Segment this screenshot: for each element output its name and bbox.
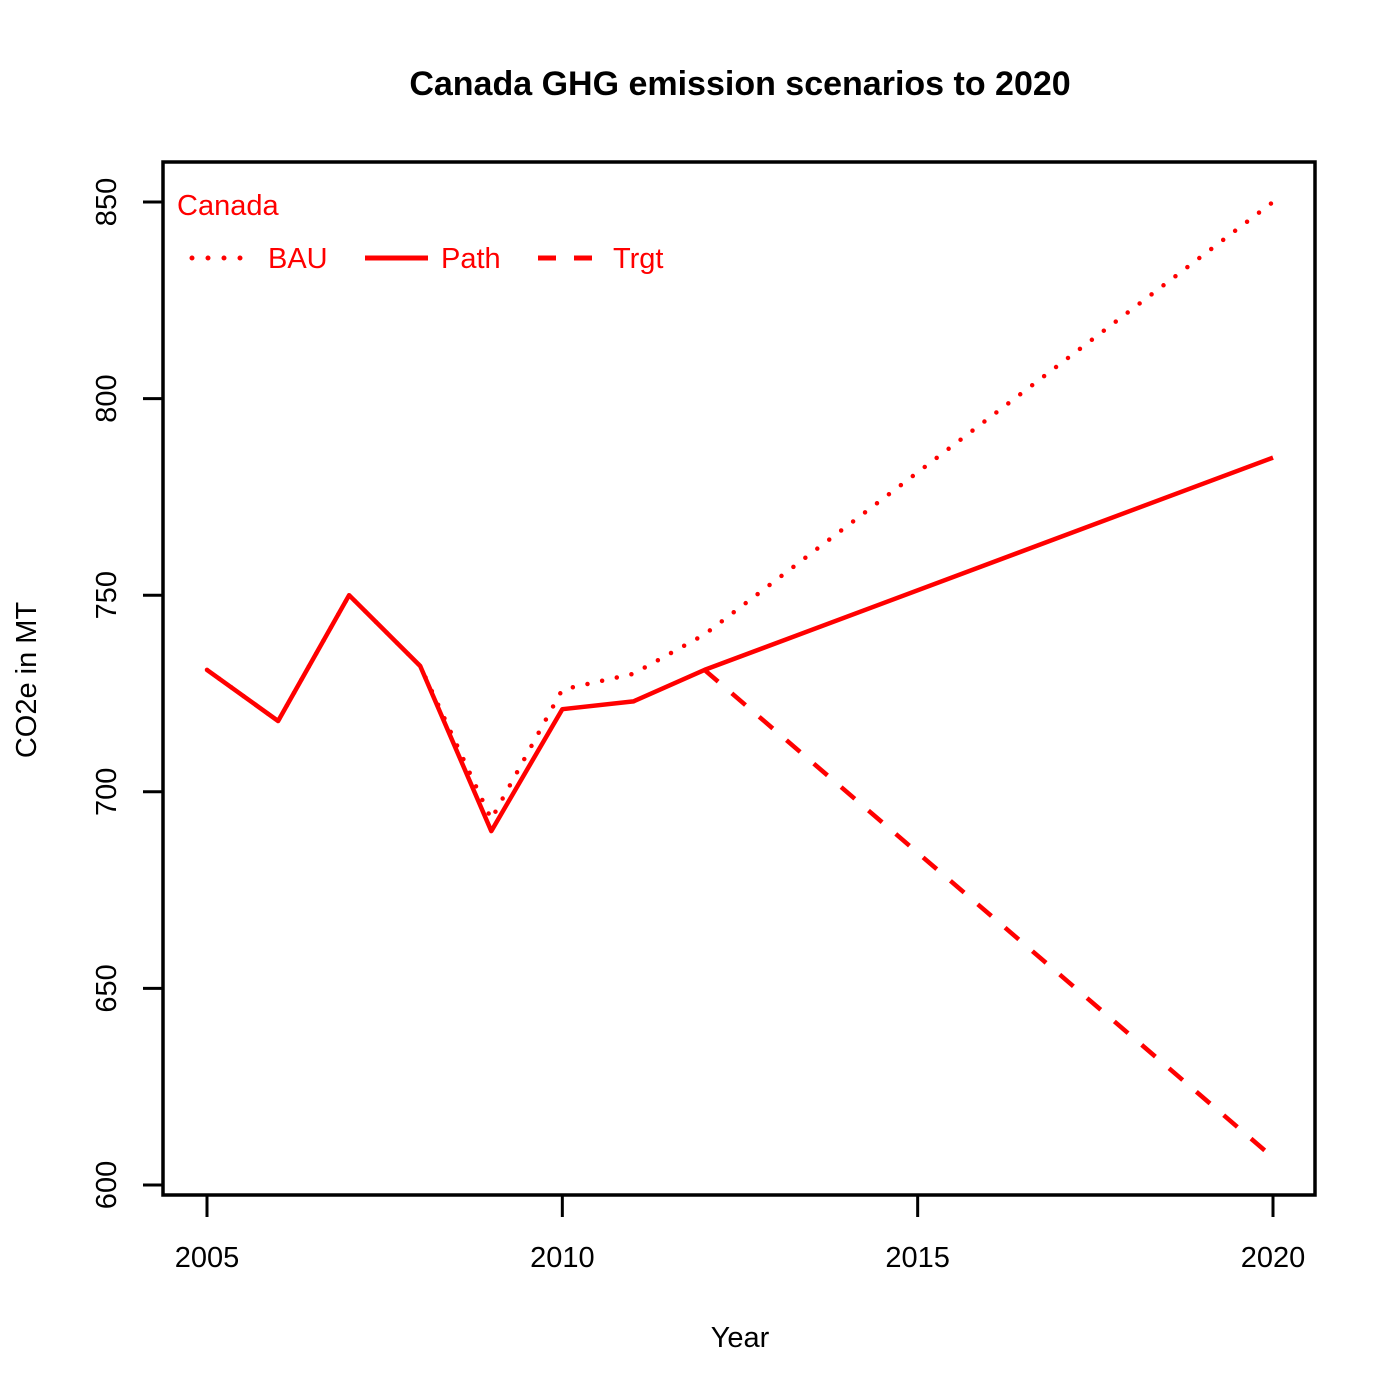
- chart-title: Canada GHG emission scenarios to 2020: [409, 65, 1070, 103]
- series-layer: [204, 199, 1276, 1160]
- x-axis-label: Year: [711, 1322, 770, 1354]
- x-tick-label-2015: 2015: [885, 1242, 950, 1274]
- x-tick-label-2020: 2020: [1241, 1242, 1306, 1274]
- series-line-trgt: [703, 668, 1275, 1160]
- y-tick-label-600: 600: [91, 1161, 123, 1209]
- y-tick-label-650: 650: [91, 964, 123, 1012]
- y-tick-label-850: 850: [91, 178, 123, 226]
- legend-label-bau: BAU: [268, 243, 328, 275]
- y-axis-label: CO2e in MT: [11, 602, 43, 759]
- legend-label-path: Path: [441, 243, 501, 275]
- x-tick-label-2010: 2010: [530, 1242, 595, 1274]
- plot-frame: [161, 160, 1317, 1197]
- legend-title: Canada: [177, 190, 279, 222]
- legend: Canada BAU Path Trgt: [177, 190, 663, 275]
- y-tick-label-700: 700: [91, 768, 123, 816]
- y-tick-label-800: 800: [91, 374, 123, 422]
- x-tick-label-2005: 2005: [175, 1242, 240, 1274]
- legend-label-trgt: Trgt: [613, 243, 663, 275]
- series-line-path: [205, 455, 1274, 834]
- y-tick-label-750: 750: [91, 571, 123, 619]
- y-axis: 600 650 700 750 800 850: [91, 178, 163, 1209]
- x-axis: 2005 2010 2015 2020: [175, 1195, 1306, 1274]
